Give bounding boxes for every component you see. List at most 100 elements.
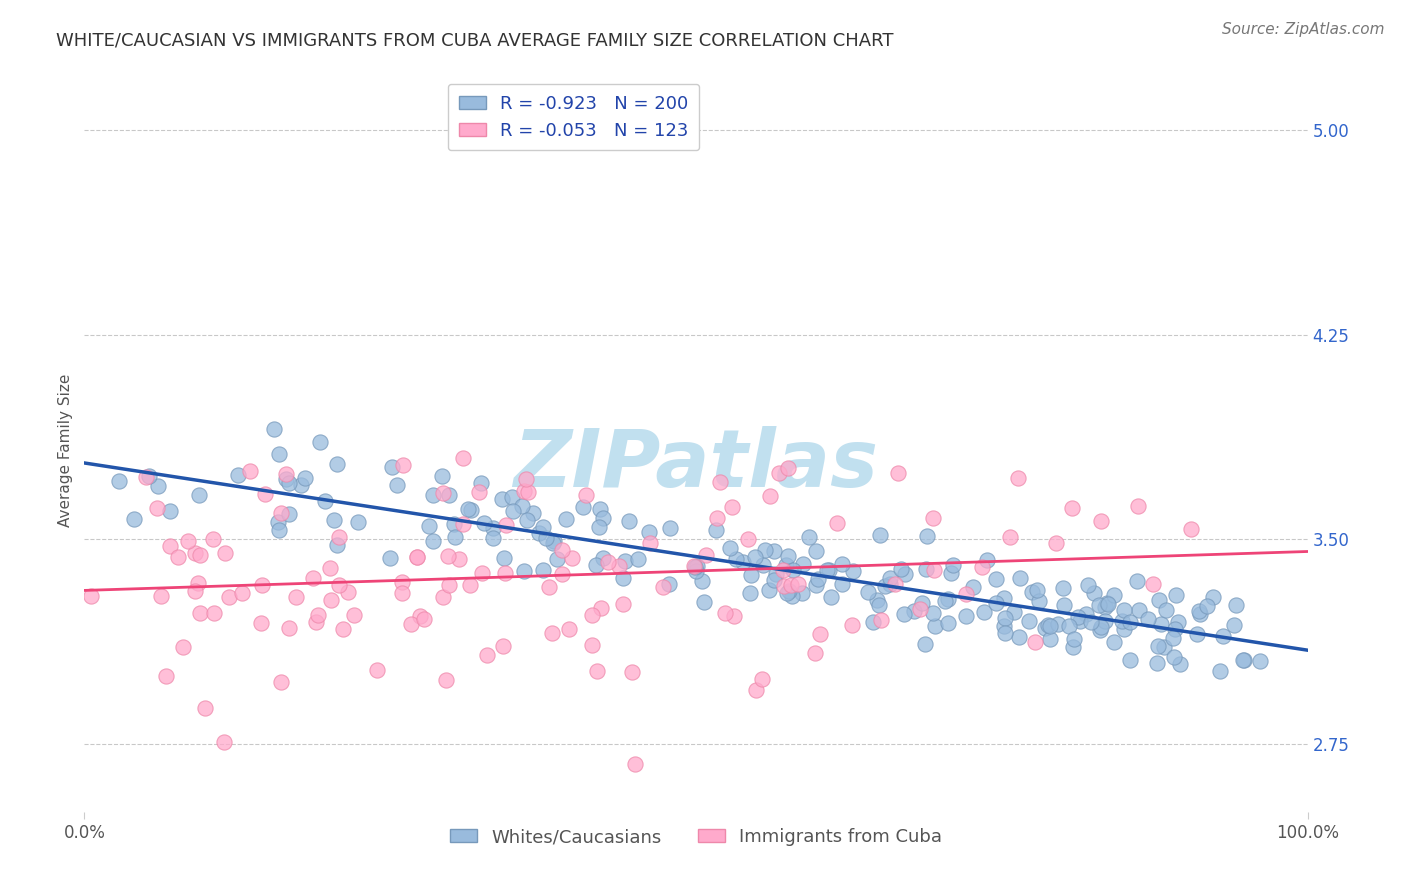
Text: Source: ZipAtlas.com: Source: ZipAtlas.com	[1222, 22, 1385, 37]
Point	[322, 513, 344, 527]
Point	[267, 515, 290, 529]
Point	[515, 472, 537, 486]
Point	[494, 566, 516, 580]
Point	[451, 451, 474, 466]
Point	[187, 576, 209, 591]
Point	[792, 557, 814, 571]
Point	[1077, 578, 1099, 592]
Point	[155, 669, 177, 683]
Point	[529, 525, 551, 540]
Point	[934, 593, 956, 607]
Point	[807, 572, 830, 586]
Point	[776, 585, 799, 599]
Point	[1094, 614, 1116, 628]
Point	[1039, 619, 1062, 633]
Point	[683, 560, 706, 574]
Point	[612, 570, 634, 584]
Point	[772, 579, 794, 593]
Point	[575, 488, 598, 502]
Point	[922, 606, 945, 620]
Point	[720, 500, 742, 515]
Point	[318, 560, 340, 574]
Point	[522, 507, 544, 521]
Point	[492, 550, 515, 565]
Point	[588, 520, 610, 534]
Point	[1007, 471, 1029, 485]
Point	[596, 555, 619, 569]
Point	[870, 613, 893, 627]
Point	[184, 583, 207, 598]
Point	[1126, 574, 1149, 588]
Point	[309, 434, 332, 449]
Point	[936, 591, 959, 606]
Point	[1136, 612, 1159, 626]
Point	[804, 646, 827, 660]
Point	[723, 609, 745, 624]
Point	[725, 551, 748, 566]
Point	[537, 580, 560, 594]
Point	[1080, 615, 1102, 629]
Point	[314, 493, 336, 508]
Point	[1142, 577, 1164, 591]
Point	[780, 589, 803, 603]
Point	[391, 575, 413, 590]
Point	[1249, 654, 1271, 668]
Point	[108, 474, 131, 488]
Point	[903, 604, 925, 618]
Point	[80, 589, 103, 603]
Point	[984, 596, 1007, 610]
Point	[1225, 598, 1247, 612]
Point	[546, 551, 568, 566]
Point	[502, 504, 524, 518]
Point	[993, 591, 1015, 606]
Point	[146, 479, 169, 493]
Point	[873, 579, 896, 593]
Point	[202, 606, 225, 620]
Point	[1018, 614, 1040, 628]
Point	[751, 672, 773, 686]
Point	[908, 602, 931, 616]
Point	[541, 626, 564, 640]
Point	[543, 533, 565, 548]
Point	[1090, 620, 1112, 634]
Point	[714, 606, 737, 620]
Point	[302, 571, 325, 585]
Point	[481, 531, 503, 545]
Point	[858, 585, 880, 599]
Point	[744, 549, 766, 564]
Point	[418, 519, 440, 533]
Point	[1153, 640, 1175, 655]
Point	[692, 574, 714, 589]
Point	[391, 586, 413, 600]
Point	[551, 543, 574, 558]
Point	[138, 468, 160, 483]
Point	[238, 464, 260, 478]
Point	[862, 615, 884, 630]
Point	[385, 477, 408, 491]
Point	[586, 664, 609, 678]
Point	[212, 735, 235, 749]
Point	[516, 512, 538, 526]
Point	[460, 502, 482, 516]
Point	[405, 549, 427, 564]
Point	[772, 563, 794, 577]
Point	[884, 577, 907, 591]
Point	[482, 521, 505, 535]
Point	[936, 615, 959, 630]
Point	[763, 573, 786, 587]
Point	[510, 499, 533, 513]
Point	[437, 487, 460, 501]
Point	[887, 466, 910, 480]
Point	[422, 534, 444, 549]
Point	[1164, 622, 1187, 636]
Point	[758, 582, 780, 597]
Point	[1164, 588, 1187, 602]
Point	[1104, 635, 1126, 649]
Point	[432, 486, 454, 500]
Point	[231, 586, 253, 600]
Point	[754, 543, 776, 558]
Point	[558, 622, 581, 636]
Point	[1062, 640, 1084, 654]
Point	[326, 457, 349, 471]
Point	[399, 616, 422, 631]
